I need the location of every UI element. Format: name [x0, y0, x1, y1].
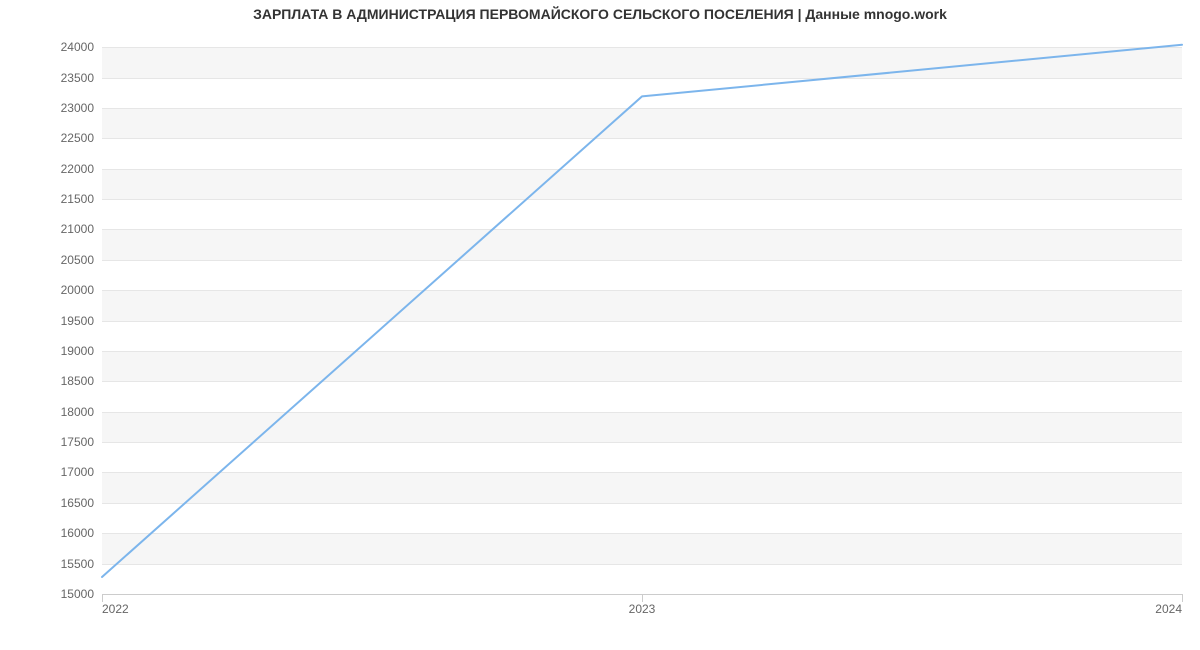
y-tick-label: 15000 — [61, 587, 102, 601]
y-tick-label: 22000 — [61, 162, 102, 176]
y-tick-label: 19000 — [61, 344, 102, 358]
y-tick-label: 18000 — [61, 405, 102, 419]
y-tick-label: 20000 — [61, 283, 102, 297]
x-tick-label: 2024 — [1155, 594, 1182, 616]
y-tick-label: 17500 — [61, 435, 102, 449]
plot-area: 1500015500160001650017000175001800018500… — [102, 32, 1182, 594]
y-tick-label: 23000 — [61, 101, 102, 115]
y-tick-label: 16500 — [61, 496, 102, 510]
y-tick-label: 24000 — [61, 40, 102, 54]
x-tick-mark — [1182, 594, 1183, 602]
y-tick-label: 22500 — [61, 131, 102, 145]
series-path — [102, 45, 1182, 577]
x-tick-label: 2022 — [102, 594, 129, 616]
y-tick-label: 23500 — [61, 71, 102, 85]
y-tick-label: 17000 — [61, 465, 102, 479]
chart-title: ЗАРПЛАТА В АДМИНИСТРАЦИЯ ПЕРВОМАЙСКОГО С… — [0, 6, 1200, 22]
y-tick-label: 20500 — [61, 253, 102, 267]
y-tick-label: 16000 — [61, 526, 102, 540]
y-tick-label: 18500 — [61, 374, 102, 388]
y-tick-label: 15500 — [61, 557, 102, 571]
y-tick-label: 21500 — [61, 192, 102, 206]
y-tick-label: 19500 — [61, 314, 102, 328]
series-line — [102, 32, 1182, 594]
y-tick-label: 21000 — [61, 222, 102, 236]
x-tick-label: 2023 — [629, 594, 656, 616]
